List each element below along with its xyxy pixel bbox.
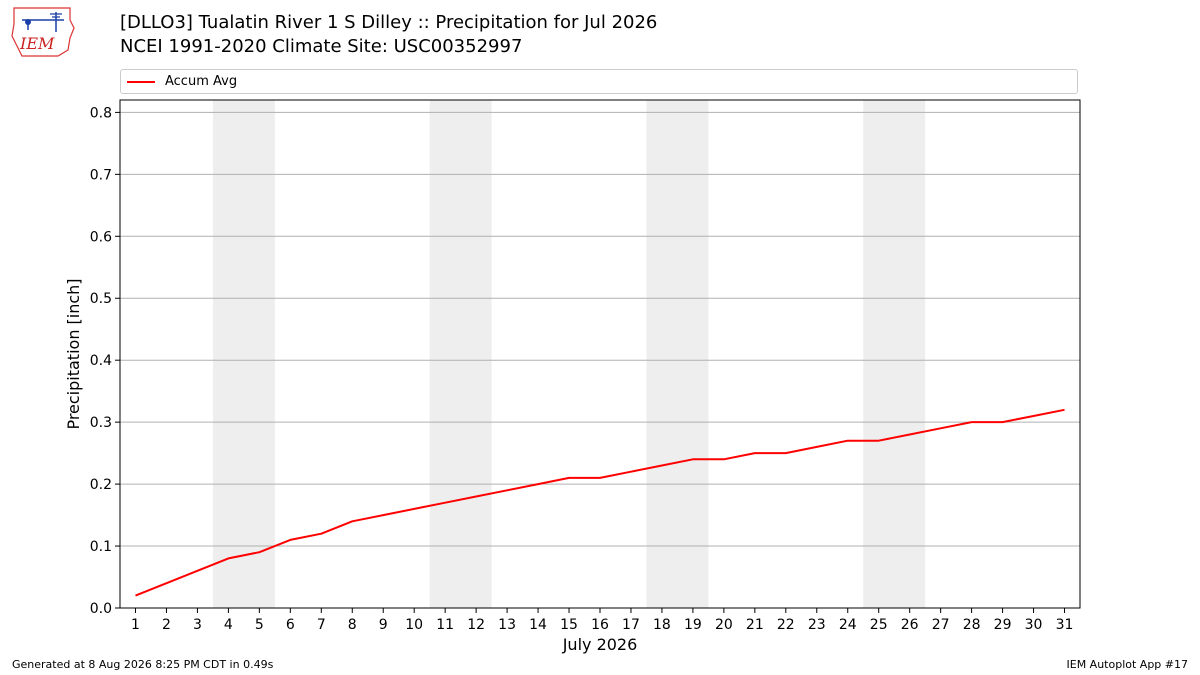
y-tick-label: 0.3 [90, 415, 112, 431]
y-tick-label: 0.4 [90, 353, 112, 369]
x-tick-label: 21 [746, 617, 764, 633]
x-tick-label: 5 [255, 617, 264, 633]
x-tick-label: 20 [715, 617, 733, 633]
x-tick-label: 23 [808, 617, 826, 633]
x-tick-label: 14 [529, 617, 547, 633]
y-tick-label: 0.2 [90, 477, 112, 493]
x-tick-label: 11 [436, 617, 454, 633]
x-tick-label: 12 [467, 617, 485, 633]
x-tick-label: 26 [901, 617, 919, 633]
x-tick-label: 25 [870, 617, 888, 633]
x-tick-label: 3 [193, 617, 202, 633]
y-tick-label: 0.0 [90, 601, 112, 617]
x-tick-label: 18 [653, 617, 671, 633]
chart-subtitle: NCEI 1991-2020 Climate Site: USC00352997 [120, 36, 523, 57]
x-tick-label: 4 [224, 617, 233, 633]
x-tick-label: 8 [348, 617, 357, 633]
y-tick-label: 0.1 [90, 539, 112, 555]
series-line-accum-avg [135, 408, 1065, 597]
x-tick-label: 15 [560, 617, 578, 633]
x-tick-label: 22 [777, 617, 795, 633]
x-tick-label: 2 [162, 617, 171, 633]
x-tick-label: 13 [498, 617, 516, 633]
y-axis-label: Precipitation [inch] [64, 278, 83, 429]
x-axis-label: July 2026 [562, 635, 638, 654]
x-tick-label: 19 [684, 617, 702, 633]
logo-text: IEM [19, 34, 55, 53]
weekend-band-4 [863, 100, 926, 608]
y-tick-label: 0.7 [90, 167, 112, 183]
y-tick-label: 0.5 [90, 291, 112, 307]
x-tick-label: 9 [379, 617, 388, 633]
weekend-band-1 [212, 100, 275, 608]
x-tick-label: 6 [286, 617, 295, 633]
y-tick-label: 0.6 [90, 229, 112, 245]
x-tick-label: 17 [622, 617, 640, 633]
x-tick-label: 10 [405, 617, 423, 633]
y-tick-label: 0.8 [90, 105, 112, 121]
legend-label-accum-avg: Accum Avg [165, 74, 238, 89]
footer-app-id: IEM Autoplot App #17 [1066, 658, 1189, 671]
x-tick-label: 1 [131, 617, 140, 633]
x-tick-label: 30 [1025, 617, 1043, 633]
x-tick-label: 28 [963, 617, 981, 633]
weekend-band-2 [429, 100, 492, 608]
legend: Accum Avg [120, 69, 1078, 94]
chart-title: [DLLO3] Tualatin River 1 S Dilley :: Pre… [120, 12, 658, 33]
x-tick-label: 7 [317, 617, 326, 633]
weekend-band-3 [646, 100, 709, 608]
x-tick-label: 27 [932, 617, 950, 633]
legend-swatch-accum-avg [127, 81, 155, 83]
plot-frame [119, 99, 1081, 609]
x-tick-label: 31 [1056, 617, 1074, 633]
iem-logo: IEM [11, 7, 75, 57]
x-tick-label: 29 [994, 617, 1012, 633]
footer-generated: Generated at 8 Aug 2026 8:25 PM CDT in 0… [12, 658, 274, 671]
x-tick-label: 16 [591, 617, 609, 633]
x-tick-label: 24 [839, 617, 857, 633]
